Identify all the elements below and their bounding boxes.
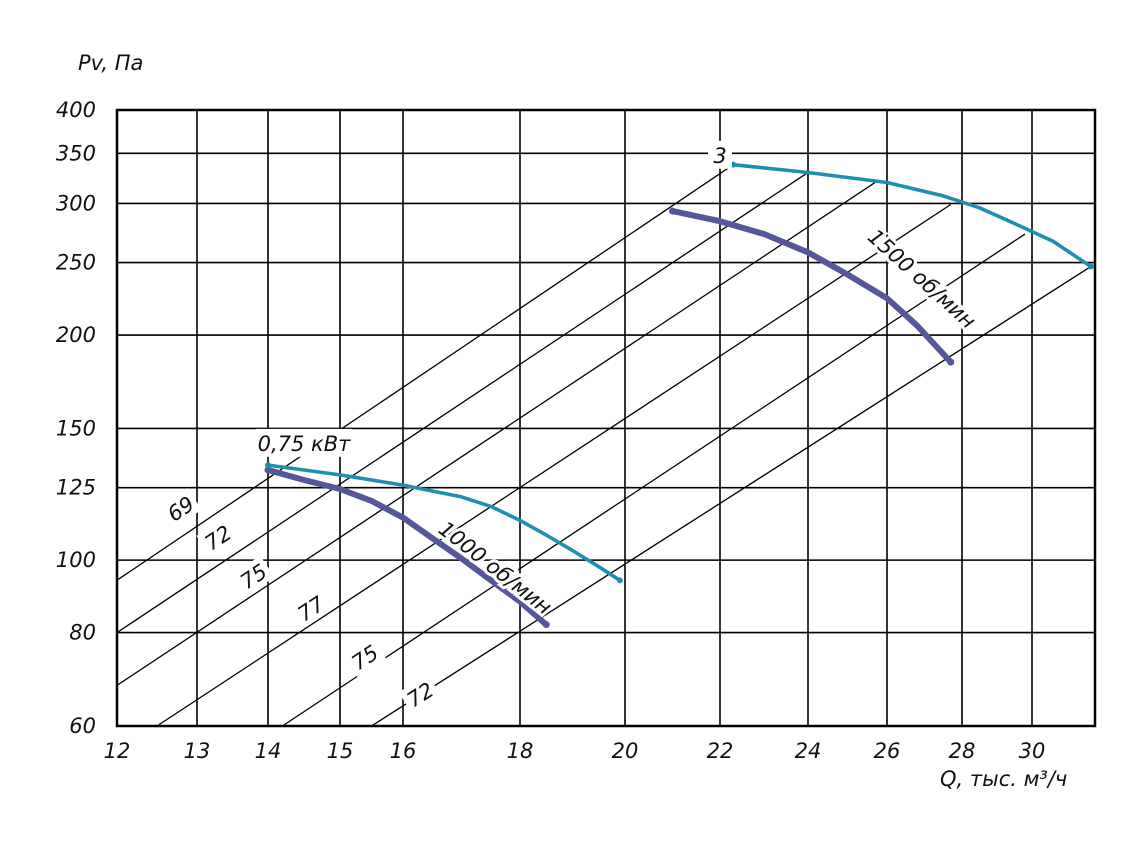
efficiency-label-bg [289,588,332,629]
curve-1500-об-мин [669,208,954,366]
performance-curves [264,161,1094,629]
curve-endpoint [616,577,623,584]
efficiency-label-bg [196,517,240,558]
efficiency-label: 75 [236,559,272,594]
annotation-label: 0,75 кВт [258,432,352,456]
efficiency-line-72 [116,171,809,634]
y-tick-label: 250 [56,251,96,275]
curve-endpoint [264,466,272,474]
y-tick-label: 80 [69,621,96,645]
x-tick-label: 24 [795,739,822,763]
efficiency-line-77 [156,203,952,727]
x-tick-label: 26 [874,739,901,763]
efficiency-label-bg [159,488,202,529]
x-tick-label: 18 [507,739,534,763]
curve-1000-об-мин [265,467,550,628]
x-tick-label: 30 [1019,739,1046,763]
x-tick-label: 14 [255,739,282,763]
y-tick-label: 200 [56,323,96,347]
annotation-bg [256,428,352,457]
curve-endpoint [669,207,676,215]
curve-0-75-кВт [266,463,622,582]
x-tick-label: 16 [390,739,417,763]
efficiency-line-75 [282,233,1026,727]
efficiency-label-bg [398,674,442,715]
efficiency-lines [116,164,1092,727]
efficiency-label-bg [231,555,275,597]
x-tick-label: 15 [327,739,354,763]
x-tick-label: 13 [184,739,211,763]
y-tick-label: 400 [56,98,96,122]
x-axis-label: Q, тыс. м³/ч [940,767,1067,791]
y-tick-label: 100 [56,548,96,572]
efficiency-line-75 [116,181,876,686]
curve-3 [731,162,1093,269]
x-tick-labels: 12 13 14 15 16 18 20 22 24 26 28 30 [104,739,1046,763]
grid [117,110,1095,726]
x-tick-label: 28 [949,739,976,763]
y-tick-label: 300 [56,191,96,215]
y-tick-label: 150 [56,416,96,440]
y-tick-label: 125 [56,476,96,500]
plot-frame [115,108,1097,728]
annotation-bg [708,140,732,169]
y-axis-label: Pv, Па [78,51,143,75]
y-tick-labels: 60 80 100 125 150 200 250 300 350 400 [56,98,96,738]
efficiency-label: 69 [163,492,199,527]
x-tick-label: 12 [104,739,131,763]
efficiency-label: 72 [201,521,237,556]
y-tick-label: 60 [69,714,96,738]
curve-endpoint [542,621,550,629]
x-tick-label: 20 [612,739,639,763]
efficiency-line-69 [116,164,734,581]
efficiency-label-bg [343,636,386,678]
x-tick-label: 22 [707,739,734,763]
curve-endpoint [947,358,955,366]
curve-endpoint [1087,263,1094,270]
y-tick-label: 350 [56,141,96,165]
curve-endpoint [265,462,271,469]
efficiency-label: 75 [347,641,383,676]
efficiency-line-72 [371,265,1092,727]
annotation-label: 3 [713,144,726,168]
